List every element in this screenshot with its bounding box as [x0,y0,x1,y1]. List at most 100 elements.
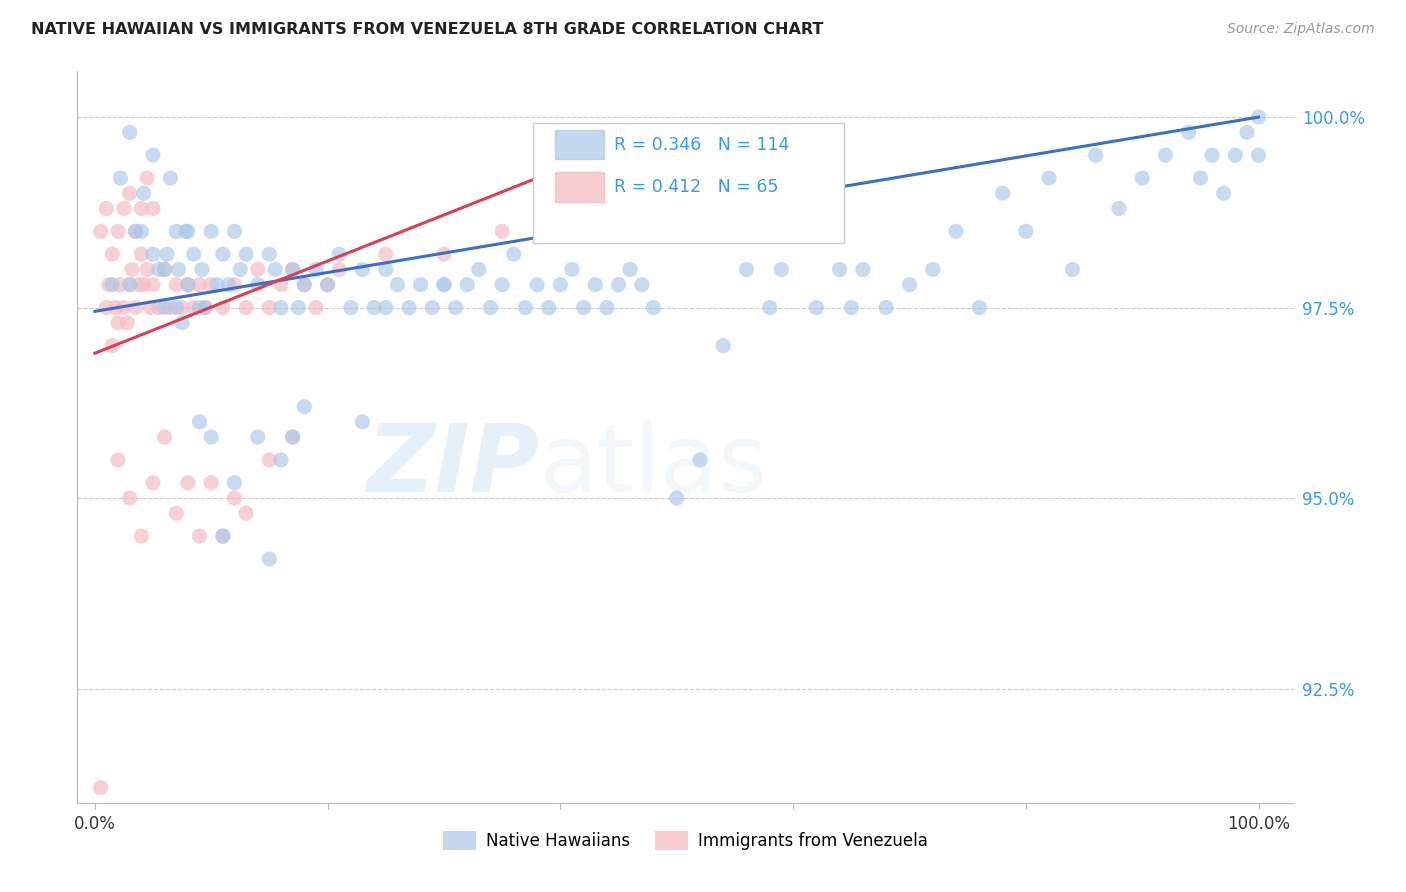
Point [1154,148,1177,162]
Point [711,338,734,352]
Point [537,301,560,315]
Point [550,277,572,292]
Point [281,430,304,444]
Point [165,506,187,520]
Point [945,224,967,238]
Point [1225,148,1247,162]
Point [183,247,205,261]
Point [153,301,176,315]
Point [118,186,141,201]
Point [194,301,217,315]
Point [118,277,141,292]
Point [159,301,181,315]
Point [259,552,281,566]
Point [281,262,304,277]
Point [174,224,197,238]
Point [235,301,257,315]
Point [205,277,228,292]
Point [90,780,112,795]
Point [104,301,127,315]
Point [246,262,269,277]
Point [316,277,339,292]
Point [969,301,991,315]
Point [131,529,153,543]
Point [270,277,292,292]
Point [142,247,165,261]
Point [118,125,141,139]
Point [281,262,304,277]
Point [630,277,652,292]
Point [374,262,396,277]
Point [200,277,222,292]
Point [118,491,141,505]
Point [107,224,129,238]
Point [188,301,211,315]
Point [153,430,176,444]
Point [259,247,281,261]
Point [224,491,246,505]
Point [159,171,181,186]
Point [128,277,150,292]
Point [292,277,315,292]
Point [188,529,211,543]
Point [139,301,162,315]
Point [167,262,190,277]
Point [170,301,193,315]
Point [224,475,246,490]
Point [444,301,467,315]
Point [316,277,339,292]
Text: ZIP: ZIP [367,420,540,512]
Point [235,506,257,520]
Point [898,277,921,292]
Point [340,301,363,315]
Point [328,247,350,261]
Point [1247,110,1270,124]
Point [156,247,179,261]
Point [148,301,170,315]
Point [526,277,548,292]
Point [398,301,420,315]
FancyBboxPatch shape [555,172,605,202]
Point [352,262,374,277]
Point [1178,125,1201,139]
Point [270,453,292,467]
Text: R = 0.412   N = 65: R = 0.412 N = 65 [613,178,778,196]
Point [246,277,269,292]
Point [1062,262,1084,277]
Text: R = 0.346   N = 114: R = 0.346 N = 114 [613,136,789,153]
Point [1189,171,1212,186]
Point [491,224,513,238]
Point [839,301,862,315]
Point [1130,171,1153,186]
Point [96,301,118,315]
Point [188,277,211,292]
Point [101,247,124,261]
Legend: Native Hawaiians, Immigrants from Venezuela: Native Hawaiians, Immigrants from Venezu… [436,824,935,856]
Point [759,301,782,315]
Point [165,224,187,238]
Point [200,224,222,238]
Point [607,277,630,292]
Point [468,262,491,277]
Point [124,301,146,315]
Point [107,453,129,467]
Point [224,224,246,238]
Point [142,202,165,216]
Point [177,475,200,490]
Point [90,224,112,238]
Point [191,262,214,277]
Point [643,301,665,315]
FancyBboxPatch shape [555,130,605,159]
Point [177,277,200,292]
Point [142,277,165,292]
Point [142,148,165,162]
Point [583,277,606,292]
Point [229,262,252,277]
Point [270,301,292,315]
Point [200,475,222,490]
Point [96,202,118,216]
Point [153,262,176,277]
Point [259,453,281,467]
Point [1247,148,1270,162]
Point [515,301,537,315]
